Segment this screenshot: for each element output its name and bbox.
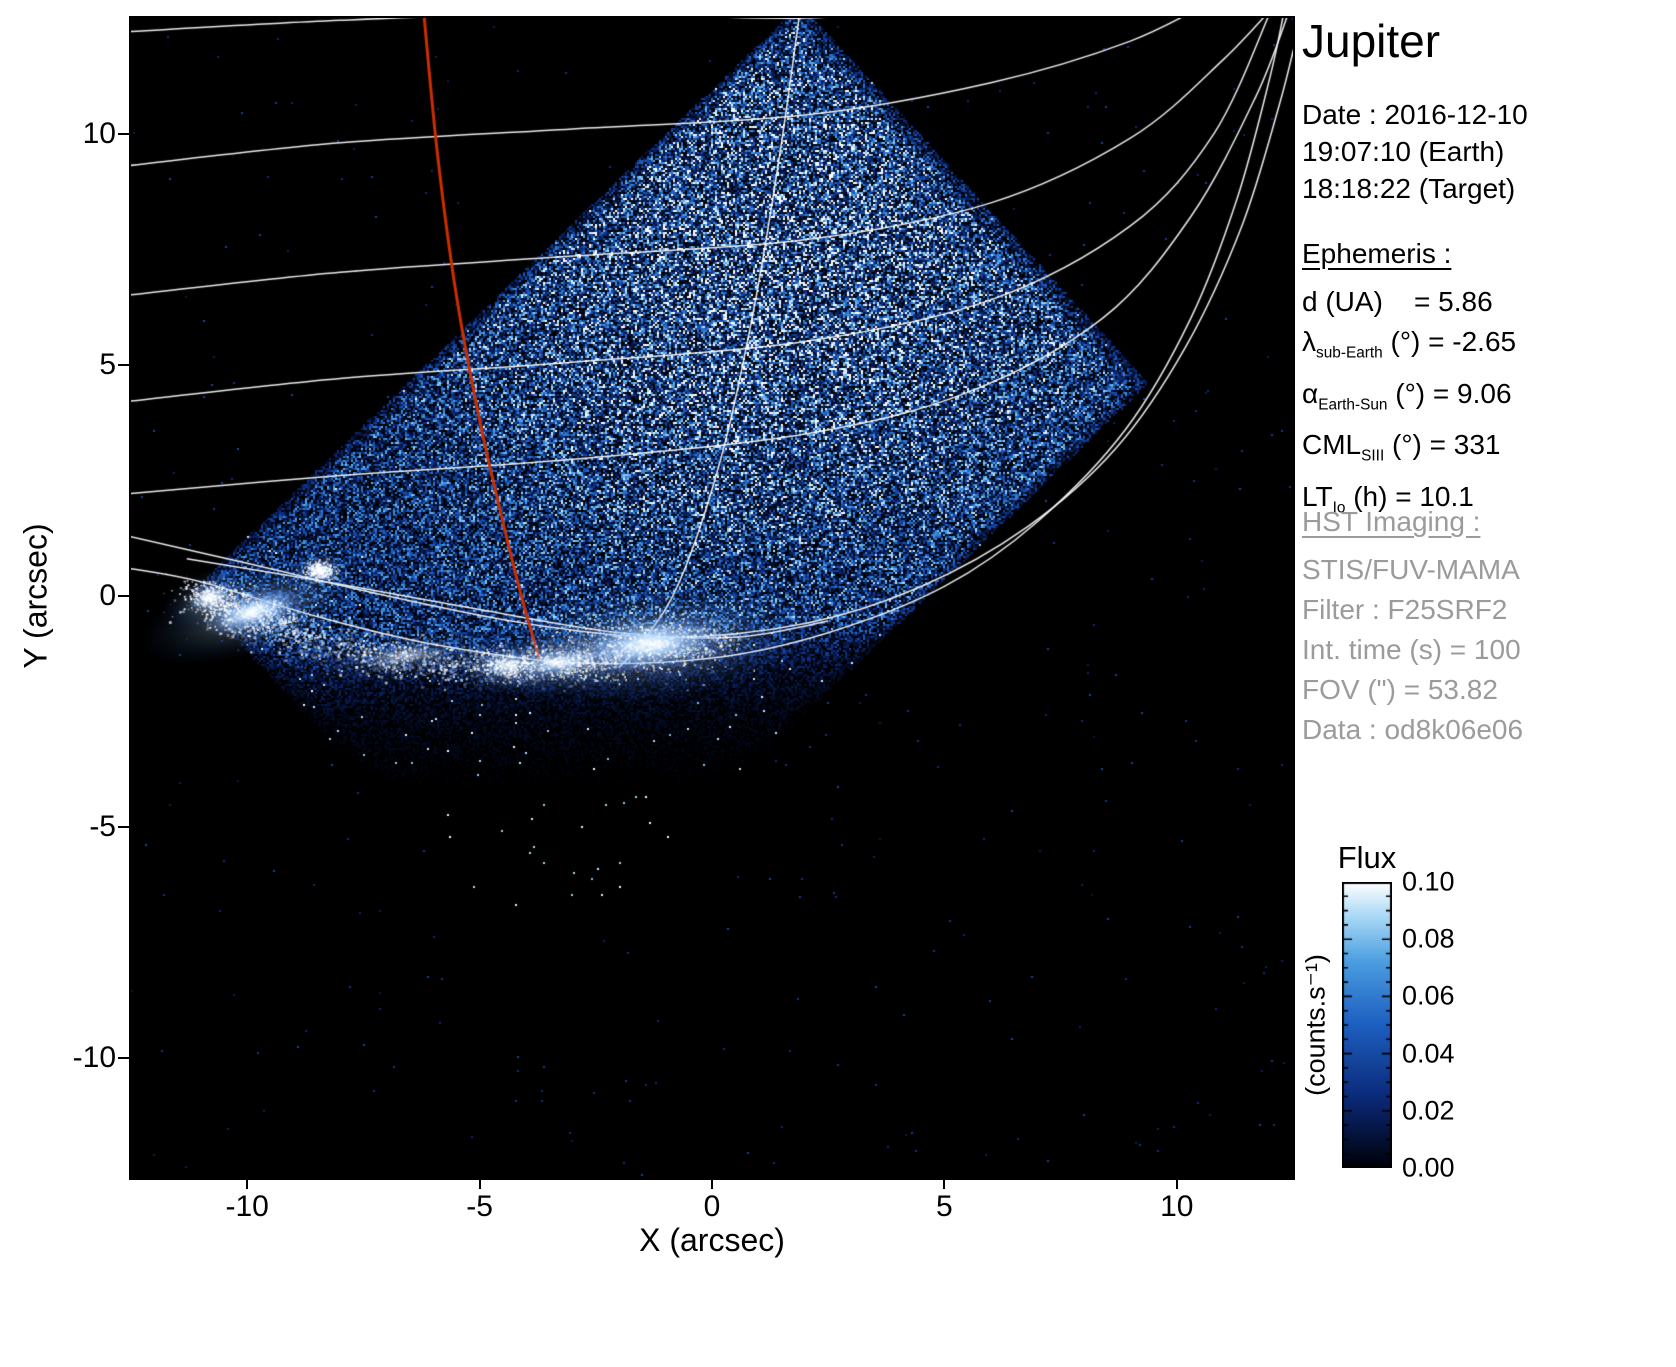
y-tick-label: 10 (82, 116, 116, 150)
ephemeris-heading: Ephemeris : (1302, 238, 1452, 269)
date-block: Date : 2016-12-10 19:07:10 (Earth) 18:18… (1302, 96, 1528, 207)
plot-frame (129, 16, 1295, 1180)
time-target-line: 18:18:22 (Target) (1302, 173, 1516, 204)
x-tick-mark (943, 1178, 946, 1189)
colorbar-tick-label: 0.04 (1402, 1038, 1455, 1069)
y-tick-mark (118, 363, 129, 366)
ephemeris-row: LTIo (h) = 10.1 (1302, 480, 1474, 517)
hst-row: Filter : F25SRF2 (1302, 594, 1508, 625)
y-tick-mark (118, 825, 129, 828)
ephemeris-row: αEarth-Sun (°) = 9.06 (1302, 377, 1512, 414)
y-tick-label: -5 (89, 809, 116, 843)
hst-row: Int. time (s) = 100 (1302, 634, 1521, 665)
y-tick-label: 5 (99, 347, 116, 381)
ephemeris-row: CMLSIII (°) = 331 (1302, 429, 1501, 465)
ephemeris-rows: d (UA) = 5.86 λsub-Earth (°) = -2.65 αEart… (1302, 282, 1516, 528)
y-tick-mark (118, 132, 129, 135)
time-earth-line: 19:07:10 (Earth) (1302, 136, 1505, 167)
x-tick-label: 5 (936, 1190, 953, 1223)
ephemeris-row: λsub-Earth (°) = -2.65 (1302, 326, 1517, 362)
x-tick-label: -10 (225, 1190, 269, 1223)
colorbar (1342, 882, 1392, 1168)
y-tick-label: -10 (72, 1040, 116, 1074)
x-tick-mark (478, 1178, 481, 1189)
hst-row: FOV (") = 53.82 (1302, 674, 1498, 705)
x-tick-label: 0 (703, 1190, 721, 1223)
x-tick-mark (1175, 1178, 1178, 1189)
colorbar-tick-label: 0.08 (1402, 923, 1455, 954)
fuv-image-canvas (131, 18, 1293, 1178)
hst-imaging-heading: HST Imaging : (1302, 506, 1481, 537)
date-line: Date : 2016-12-10 (1302, 99, 1528, 130)
colorbar-tick-label: 0.00 (1402, 1152, 1455, 1183)
colorbar-tick-label: 0.06 (1402, 980, 1455, 1011)
x-axis-label: X (arcsec) (639, 1222, 785, 1258)
x-tick-mark (711, 1178, 713, 1189)
ephemeris-row: d (UA) = 5.86 (1302, 286, 1493, 317)
colorbar-title: Flux (1337, 840, 1397, 875)
colorbar-tick-label: 0.02 (1402, 1095, 1455, 1126)
x-tick-mark (246, 1178, 249, 1189)
y-tick-label: 0 (99, 578, 116, 612)
colorbar-unit-label: (counts.s⁻¹) (1300, 954, 1331, 1096)
y-tick-mark (118, 594, 129, 597)
hst-row: STIS/FUV-MAMA (1302, 554, 1520, 585)
x-tick-label: 10 (1160, 1190, 1194, 1223)
chart-title: Jupiter (1302, 15, 1441, 67)
hst-imaging-rows: STIS/FUV-MAMA Filter : F25SRF2 Int. time (… (1302, 550, 1523, 750)
hst-row: Data : od8k06e06 (1302, 714, 1524, 745)
y-tick-mark (118, 1056, 129, 1059)
x-tick-label: -5 (466, 1190, 493, 1223)
colorbar-tick-label: 0.10 (1402, 866, 1455, 897)
